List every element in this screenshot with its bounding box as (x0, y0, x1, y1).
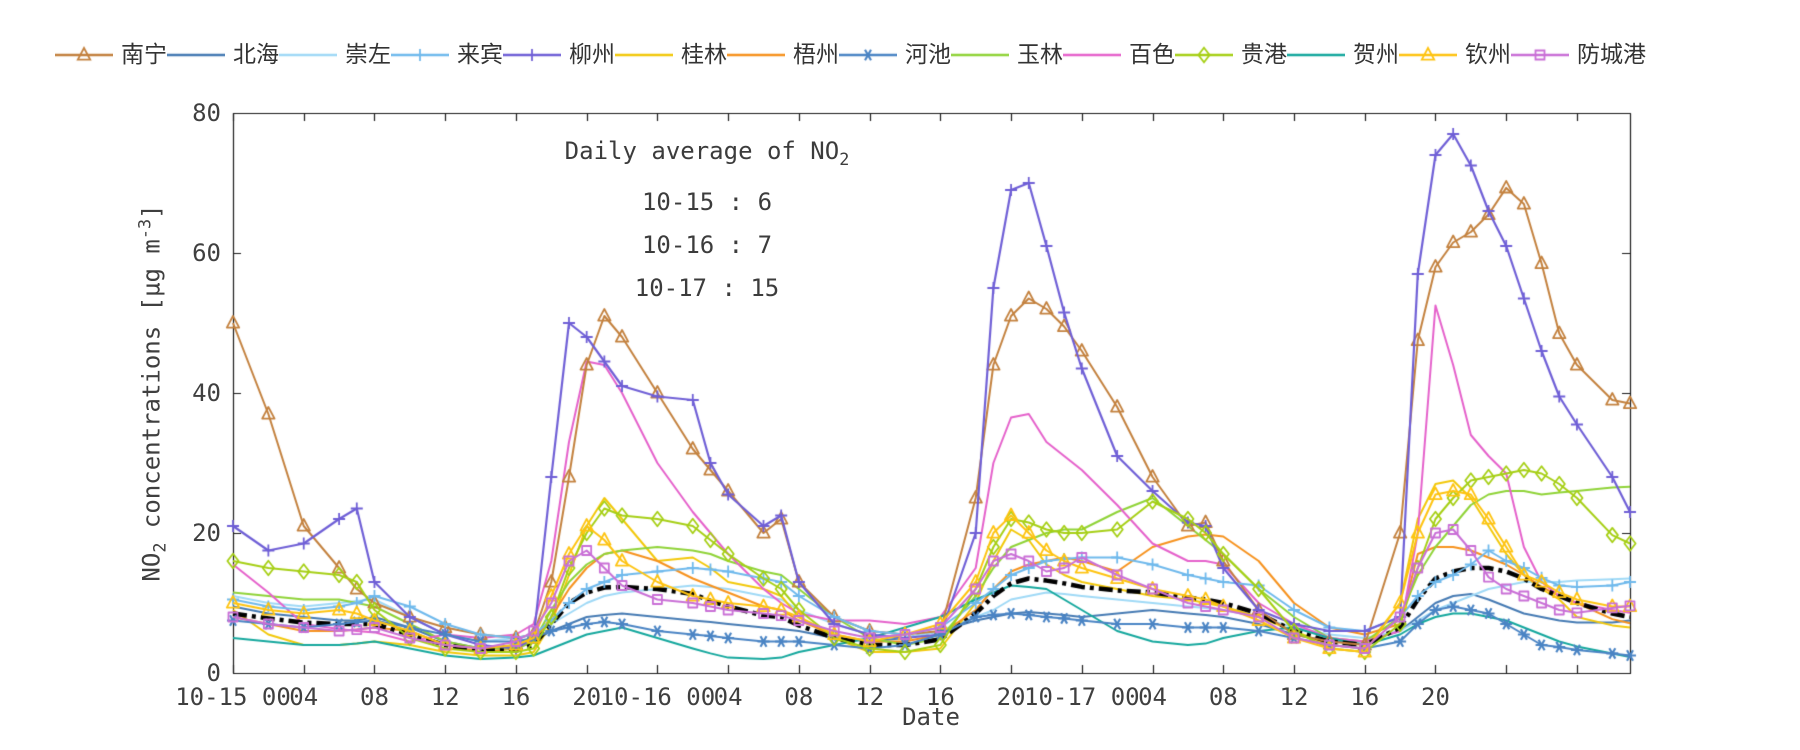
annotation-line: 10-15 : 6 (641, 187, 773, 216)
legend-line-icon (1287, 43, 1345, 67)
legend-item-来宾: 来宾 (391, 43, 503, 67)
legend-item-钦州: 钦州 (1399, 43, 1511, 67)
legend-line-icon (727, 43, 785, 67)
annotation-line: 10-17 : 15 (634, 273, 780, 302)
legend-line-icon (615, 43, 673, 67)
legend-item-河池: 河池 (839, 43, 951, 67)
legend-line-icon (279, 43, 337, 67)
legend-label: 桂林 (681, 41, 727, 68)
x-tick-label: 12 (430, 683, 460, 711)
legend-triangle-icon (55, 43, 113, 67)
legend-line-icon (951, 43, 1009, 67)
legend-item-玉林: 玉林 (951, 43, 1063, 67)
legend-label: 钦州 (1465, 41, 1511, 68)
legend-item-桂林: 桂林 (615, 43, 727, 67)
legend-square-icon (1511, 43, 1569, 67)
annotation-title: Daily average of NO2 (564, 137, 850, 169)
legend-item-梧州: 梧州 (727, 43, 839, 67)
x-tick-label: 10-16 00 (599, 683, 716, 711)
legend-item-崇左: 崇左 (279, 43, 391, 67)
daily-average-annotation: Daily average of NO2 10-15 : 6 10-16 : 7… (542, 130, 872, 310)
y-tick-label: 80 (192, 99, 221, 127)
legend-item-柳州: 柳州 (503, 43, 615, 67)
legend-label: 崇左 (345, 41, 391, 68)
legend-label: 河池 (905, 41, 951, 68)
x-tick-label: 08 (360, 683, 389, 711)
legend-label: 玉林 (1017, 41, 1063, 68)
legend-item-防城港: 防城港 (1511, 43, 1646, 67)
legend-triangle-icon (1399, 43, 1457, 67)
x-tick-label: 20 (572, 683, 602, 711)
legend-label: 来宾 (457, 41, 503, 68)
x-tick-label: 04 (1138, 683, 1167, 711)
legend-line-icon (167, 43, 225, 67)
legend-item-百色: 百色 (1063, 43, 1175, 67)
annotation-line: 10-16 : 7 (641, 230, 773, 259)
x-tick-label: 16 (925, 683, 955, 711)
x-tick-label: 04 (289, 683, 319, 711)
legend-diamond-icon (1175, 43, 1233, 67)
legend-asterisk-icon (839, 43, 897, 67)
x-tick-label: 08 (784, 683, 814, 711)
legend-label: 南宁 (121, 41, 167, 68)
x-tick-label: 12 (855, 683, 885, 711)
legend-item-贺州: 贺州 (1287, 43, 1399, 67)
x-tick-label: 04 (713, 683, 743, 711)
x-tick-label: 20 (996, 683, 1026, 711)
x-tick-label: 16 (501, 683, 531, 711)
legend-item-贵港: 贵港 (1175, 43, 1287, 67)
x-tick-label: 10-15 00 (175, 683, 291, 711)
legend-label: 贵港 (1241, 41, 1287, 68)
y-tick-label: 60 (192, 239, 221, 267)
x-axis-label: Date (902, 703, 960, 731)
y-tick-label: 0 (206, 659, 221, 687)
y-axis-label-text: NO (137, 552, 166, 582)
legend-item-南宁: 南宁 (55, 43, 167, 67)
y-tick-label: 20 (192, 519, 221, 547)
legend: 南宁 北海 崇左 来宾 柳州 桂林 梧州 河池 玉林 百色 贵港 贺州 钦州 防城港 (55, 40, 1646, 70)
x-tick-label: 08 (1208, 683, 1238, 711)
legend-label: 防城港 (1577, 41, 1646, 68)
x-tick-label: 20 (1421, 683, 1450, 711)
x-tick-label: 12 (1279, 683, 1309, 711)
legend-plus-icon (503, 43, 561, 67)
legend-label: 北海 (233, 41, 279, 68)
legend-label: 贺州 (1353, 41, 1399, 68)
legend-item-北海: 北海 (167, 43, 279, 67)
legend-label: 柳州 (569, 41, 615, 68)
legend-plus-icon (391, 43, 449, 67)
x-tick-label: 10-17 00 (1024, 683, 1140, 711)
legend-label: 梧州 (793, 41, 839, 68)
y-tick-label: 40 (192, 379, 221, 407)
legend-line-icon (1063, 43, 1121, 67)
x-tick-label: 16 (1350, 683, 1380, 711)
y-axis-label: NO2 concentrations [µg m-3] (134, 204, 170, 582)
legend-label: 百色 (1129, 41, 1175, 68)
